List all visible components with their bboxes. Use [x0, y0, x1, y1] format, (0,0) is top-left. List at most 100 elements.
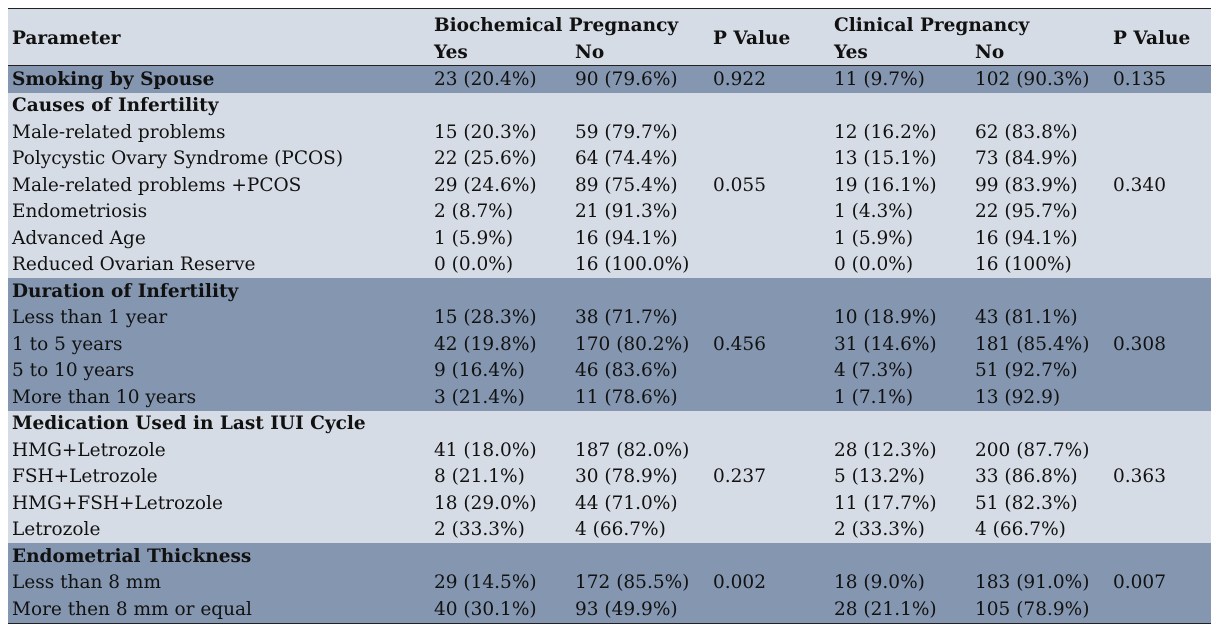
row-label: Letrozole	[12, 519, 101, 541]
cell-bio-no: 11 (78.6%)	[575, 386, 678, 408]
cell-bio-yes: 40 (30.1%)	[430, 596, 571, 624]
cell-bio-no: 172 (85.5%)	[575, 572, 690, 594]
empty-cell	[971, 411, 1109, 438]
cell-bio-no: 21 (91.3%)	[575, 201, 678, 223]
cell-cli-no: 16 (100%)	[975, 254, 1072, 276]
cell-cli-no: 51 (92.7%)	[975, 360, 1078, 382]
header-bio-no: No	[571, 39, 710, 66]
empty-cell	[830, 93, 971, 120]
table-row: 5 to 10 years 9 (16.4%) 46 (83.6%) 4 (7.3%)…	[8, 357, 1212, 384]
row-label: HMG+FSH+Letrozole	[12, 492, 223, 514]
cell-bio-yes: 9 (16.4%)	[434, 360, 525, 382]
section-title-row: Medication Used in Last IUI Cycle 0.237 0.…	[8, 410, 1212, 487]
row-label: 1 to 5 years	[12, 333, 123, 355]
cell-bio-yes: 22 (25.6%)	[434, 148, 537, 170]
header-bio-yes: Yes	[430, 39, 571, 66]
cell-bio-yes: 41 (18.0%)	[434, 439, 537, 461]
row-label: More then 8 mm or equal	[8, 596, 430, 624]
cell-cli-no: 181 (85.4%)	[975, 333, 1090, 355]
cell-cli-yes: 31 (14.6%)	[834, 333, 937, 355]
smoking-label: Smoking by Spouse	[12, 68, 215, 90]
header-cli-p-value: P Value	[1109, 8, 1212, 66]
table-row: HMG+FSH+Letrozole 18 (29.0%) 44 (71.0%) 11 …	[8, 490, 1212, 517]
table-row: More than 10 years 3 (21.4%) 11 (78.6%) 1 (…	[8, 384, 1212, 411]
results-table: Parameter Biochemical Pregnancy P Value …	[8, 8, 1212, 624]
header-cli-no: No	[971, 39, 1110, 66]
header-biochemical: Biochemical Pregnancy	[430, 8, 710, 39]
cell-cli-no: 183 (91.0%)	[975, 572, 1090, 594]
row-label: Endometriosis	[12, 201, 148, 223]
smoking-cli-no: 102 (90.3%)	[975, 68, 1090, 90]
cell-bio-yes: 3 (21.4%)	[434, 386, 525, 408]
header-row-1: Parameter Biochemical Pregnancy P Value …	[8, 8, 1212, 66]
row-label: Male-related problems +PCOS	[12, 174, 302, 196]
section-bio-p-value: 0.002	[709, 543, 831, 624]
cell-cli-yes: 28 (12.3%)	[834, 439, 937, 461]
cell-bio-no: 64 (74.4%)	[575, 148, 678, 170]
cell-bio-no: 93 (49.9%)	[571, 596, 710, 624]
table-row: Less than 1 year 15 (28.3%) 38 (71.7%) 10 (…	[8, 304, 1212, 331]
row-label: Reduced Ovarian Reserve	[12, 254, 256, 276]
table-row: HMG+Letrozole 41 (18.0%) 187 (82.0%) 28 (12…	[8, 437, 1212, 464]
empty-cell	[971, 278, 1109, 305]
cell-bio-no: 16 (94.1%)	[575, 227, 678, 249]
empty-cell	[430, 278, 571, 305]
cell-cli-no: 33 (86.8%)	[975, 466, 1078, 488]
cell-bio-no: 89 (75.4%)	[575, 174, 678, 196]
table-row: Reduced Ovarian Reserve 0 (0.0%) 16 (100.0…	[8, 251, 1212, 278]
cell-cli-yes: 12 (16.2%)	[834, 121, 937, 143]
cell-cli-no: 13 (92.9)	[975, 386, 1061, 408]
cell-cli-no: 73 (84.9%)	[975, 148, 1078, 170]
empty-cell	[571, 278, 709, 305]
cell-bio-yes: 2 (8.7%)	[434, 201, 514, 223]
row-label: Less than 1 year	[12, 307, 168, 329]
row-label: HMG+Letrozole	[12, 439, 166, 461]
header-clinical: Clinical Pregnancy	[830, 8, 1110, 39]
cell-bio-no: 170 (80.2%)	[575, 333, 690, 355]
row-label: Advanced Age	[12, 227, 146, 249]
empty-cell	[830, 543, 971, 570]
cell-cli-no: 51 (82.3%)	[975, 492, 1078, 514]
section-bio-p-value: 0.456	[713, 333, 766, 355]
cell-cli-yes: 28 (21.1%)	[830, 596, 972, 624]
smoking-bio-p: 0.922	[713, 68, 766, 90]
smoking-cli-p: 0.135	[1113, 68, 1166, 90]
smoking-bio-yes: 23 (20.4%)	[434, 68, 537, 90]
section-cli-p-value: 0.363	[1113, 466, 1166, 488]
cell-bio-no: 59 (79.7%)	[575, 121, 678, 143]
empty-cell	[830, 411, 971, 438]
empty-cell	[830, 278, 971, 305]
cell-cli-yes: 5 (13.2%)	[834, 466, 925, 488]
cell-bio-no: 187 (82.0%)	[575, 439, 690, 461]
cell-cli-yes: 10 (18.9%)	[834, 307, 937, 329]
section-cli-p-value: 0.340	[1113, 174, 1166, 196]
cell-cli-no: 4 (66.7%)	[975, 519, 1066, 541]
cell-cli-no: 99 (83.9%)	[975, 174, 1078, 196]
table-row: 1 to 5 years 42 (19.8%) 170 (80.2%) 31 (14.…	[8, 331, 1212, 358]
section-bio-p-value: 0.237	[713, 466, 766, 488]
table-row: Less than 8 mm 29 (14.5%) 172 (85.5%) 18 (9…	[8, 569, 1212, 596]
cell-bio-yes: 2 (33.3%)	[434, 519, 525, 541]
section-title: Endometrial Thickness	[12, 545, 252, 567]
section-title: Medication Used in Last IUI Cycle	[12, 413, 366, 435]
cell-cli-no: 43 (81.1%)	[975, 307, 1078, 329]
empty-cell	[571, 93, 709, 120]
smoking-bio-no: 90 (79.6%)	[575, 68, 678, 90]
table-row: Advanced Age 1 (5.9%) 16 (94.1%) 1 (5.9%) 16…	[8, 225, 1212, 252]
cell-cli-yes: 13 (15.1%)	[834, 148, 937, 170]
row-label: Polycystic Ovary Syndrome (PCOS)	[12, 148, 344, 170]
cell-cli-yes: 1 (5.9%)	[834, 227, 914, 249]
cell-cli-yes: 1 (7.1%)	[834, 386, 914, 408]
section-title: Duration of Infertility	[12, 280, 239, 302]
empty-cell	[571, 543, 709, 570]
section-title-row: Endometrial Thickness 0.002 0.007	[8, 543, 1212, 624]
row-label: Less than 8 mm	[12, 572, 162, 594]
cell-bio-no: 44 (71.0%)	[575, 492, 678, 514]
header-cli-yes: Yes	[830, 39, 972, 66]
cell-cli-yes: 0 (0.0%)	[834, 254, 914, 276]
cell-cli-no: 22 (95.7%)	[975, 201, 1078, 223]
cell-cli-yes: 4 (7.3%)	[834, 360, 914, 382]
empty-cell	[971, 543, 1109, 570]
cell-cli-no: 62 (83.8%)	[975, 121, 1078, 143]
cell-cli-no: 105 (78.9%)	[971, 596, 1110, 624]
